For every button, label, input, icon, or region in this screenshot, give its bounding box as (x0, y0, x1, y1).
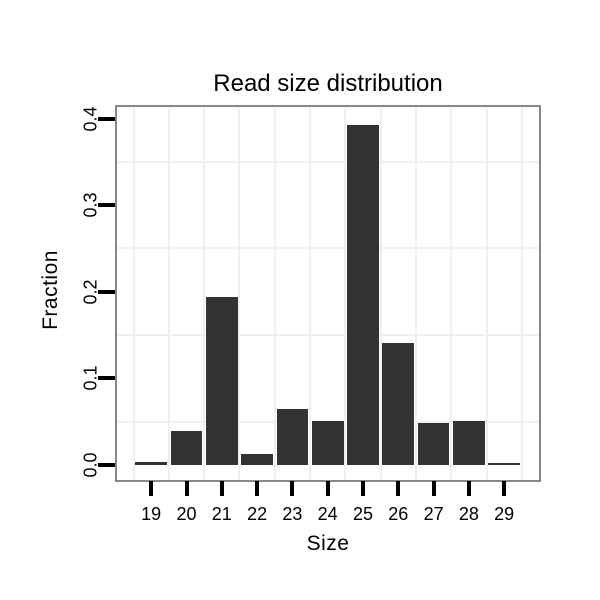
y-tick-label: 0.3 (80, 192, 101, 218)
plot-panel (115, 105, 541, 482)
y-tick (98, 203, 115, 208)
chart-title: Read size distribution (213, 70, 443, 97)
x-tick (361, 481, 365, 496)
x-tick-label: 21 (211, 504, 232, 524)
x-tick-label: 29 (494, 504, 515, 524)
bar-size-21 (205, 296, 238, 465)
y-tick (98, 289, 115, 294)
x-tick (149, 481, 154, 496)
x-axis-title: Size (306, 532, 350, 555)
gridline-horizontal (117, 334, 539, 337)
gridline-horizontal (117, 247, 539, 250)
x-tick (396, 481, 401, 496)
bar-size-27 (417, 423, 450, 465)
bar-size-23 (276, 408, 309, 465)
x-tick (219, 481, 224, 496)
y-tick-label: 0.4 (80, 106, 101, 132)
gridline-vertical (485, 107, 488, 480)
gridline-vertical (238, 107, 241, 480)
gridline-vertical (203, 107, 206, 480)
y-axis-title: Fraction (39, 250, 62, 330)
x-tick (466, 481, 471, 496)
bar-size-26 (382, 342, 415, 465)
gridline-vertical (450, 107, 453, 480)
x-tick-label: 26 (388, 504, 409, 524)
gridline-vertical (132, 107, 135, 480)
x-tick-label: 22 (247, 504, 268, 524)
gridline-vertical (167, 107, 170, 480)
bar-size-24 (311, 420, 344, 465)
gridline-horizontal (117, 160, 539, 163)
bar-size-20 (170, 431, 203, 465)
gridline-vertical (309, 107, 312, 480)
x-tick (325, 481, 330, 496)
y-tick-label: 0.2 (80, 279, 101, 305)
x-tick (502, 481, 507, 496)
x-tick (290, 481, 295, 496)
x-tick (431, 481, 436, 496)
y-tick (98, 463, 115, 467)
gridline-vertical (379, 107, 382, 480)
bar-size-28 (453, 420, 485, 465)
gridline-vertical (273, 107, 276, 480)
x-tick-label: 24 (317, 504, 338, 524)
y-tick (98, 376, 115, 381)
bar-size-19 (135, 462, 168, 465)
bar-size-25 (347, 124, 379, 465)
x-tick-label: 20 (176, 504, 197, 524)
bar-size-22 (241, 453, 273, 465)
gridline-vertical (520, 107, 523, 480)
x-tick-label: 28 (458, 504, 479, 524)
x-tick (255, 481, 260, 496)
y-tick-label: 0.0 (80, 452, 101, 478)
x-tick-label: 25 (352, 504, 374, 524)
x-tick-label: 23 (282, 504, 303, 524)
x-tick-label: 27 (423, 504, 444, 524)
x-tick-label: 19 (141, 504, 162, 524)
x-tick (184, 481, 189, 496)
y-tick-label: 0.1 (80, 365, 101, 391)
bar-size-29 (488, 463, 521, 465)
gridline-vertical (414, 107, 417, 480)
gridline-vertical (344, 107, 347, 480)
y-tick (98, 116, 115, 121)
